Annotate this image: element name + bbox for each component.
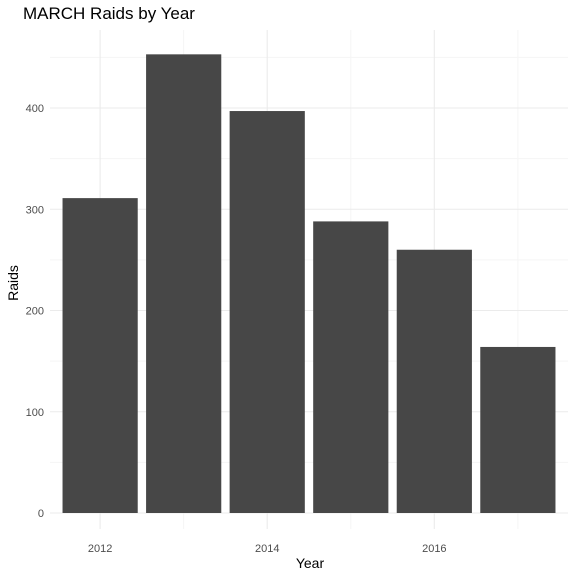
x-tick-label: 2012: [88, 543, 112, 555]
x-axis-title: Year: [295, 555, 325, 571]
bar-2012: [62, 198, 138, 514]
x-tick-label: 2016: [422, 543, 446, 555]
chart-title: MARCH Raids by Year: [23, 4, 195, 23]
x-tick-label: 2014: [255, 543, 279, 555]
bar-2015: [313, 221, 389, 513]
y-tick-label: 0: [38, 508, 44, 520]
y-tick-label: 100: [26, 407, 44, 419]
y-tick-label: 400: [26, 103, 44, 115]
bar-2014: [229, 111, 305, 513]
y-tick-label: 300: [26, 204, 44, 216]
bar-2013: [146, 54, 222, 514]
y-tick-label: 200: [26, 306, 44, 318]
y-axis-title: Raids: [5, 265, 21, 301]
bar-2017: [480, 346, 556, 513]
bar-2016: [396, 249, 472, 513]
